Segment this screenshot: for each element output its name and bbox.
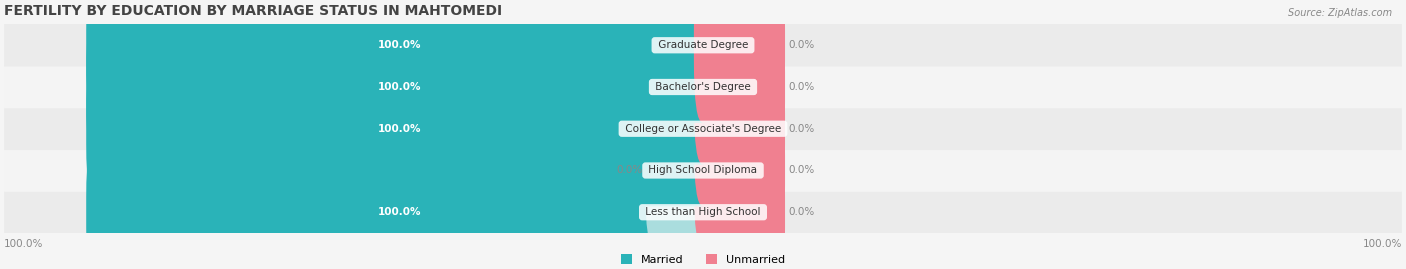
Text: Source: ZipAtlas.com: Source: ZipAtlas.com <box>1288 8 1392 18</box>
FancyBboxPatch shape <box>4 66 1402 108</box>
FancyBboxPatch shape <box>86 9 711 165</box>
Text: 0.0%: 0.0% <box>789 82 814 92</box>
FancyBboxPatch shape <box>4 107 1402 150</box>
Text: FERTILITY BY EDUCATION BY MARRIAGE STATUS IN MAHTOMEDI: FERTILITY BY EDUCATION BY MARRIAGE STATU… <box>4 4 502 18</box>
Text: 100.0%: 100.0% <box>1362 239 1402 249</box>
FancyBboxPatch shape <box>4 24 1402 66</box>
Text: 0.0%: 0.0% <box>789 165 814 175</box>
Text: 100.0%: 100.0% <box>4 239 44 249</box>
Legend: Married, Unmarried: Married, Unmarried <box>621 254 785 265</box>
Text: High School Diploma: High School Diploma <box>645 165 761 175</box>
Text: 100.0%: 100.0% <box>377 40 420 50</box>
FancyBboxPatch shape <box>695 0 785 123</box>
FancyBboxPatch shape <box>695 51 785 206</box>
FancyBboxPatch shape <box>645 93 711 248</box>
Text: 0.0%: 0.0% <box>789 40 814 50</box>
Text: 100.0%: 100.0% <box>377 124 420 134</box>
Text: College or Associate's Degree: College or Associate's Degree <box>621 124 785 134</box>
Text: 0.0%: 0.0% <box>789 124 814 134</box>
FancyBboxPatch shape <box>86 51 711 206</box>
FancyBboxPatch shape <box>695 134 785 269</box>
FancyBboxPatch shape <box>4 149 1402 192</box>
Text: Bachelor's Degree: Bachelor's Degree <box>652 82 754 92</box>
Text: Graduate Degree: Graduate Degree <box>655 40 751 50</box>
FancyBboxPatch shape <box>695 93 785 248</box>
Text: 0.0%: 0.0% <box>616 165 643 175</box>
Text: 100.0%: 100.0% <box>377 82 420 92</box>
Text: 0.0%: 0.0% <box>789 207 814 217</box>
FancyBboxPatch shape <box>4 191 1402 233</box>
Text: Less than High School: Less than High School <box>643 207 763 217</box>
FancyBboxPatch shape <box>695 9 785 165</box>
FancyBboxPatch shape <box>86 134 711 269</box>
Text: 100.0%: 100.0% <box>377 207 420 217</box>
FancyBboxPatch shape <box>86 0 711 123</box>
